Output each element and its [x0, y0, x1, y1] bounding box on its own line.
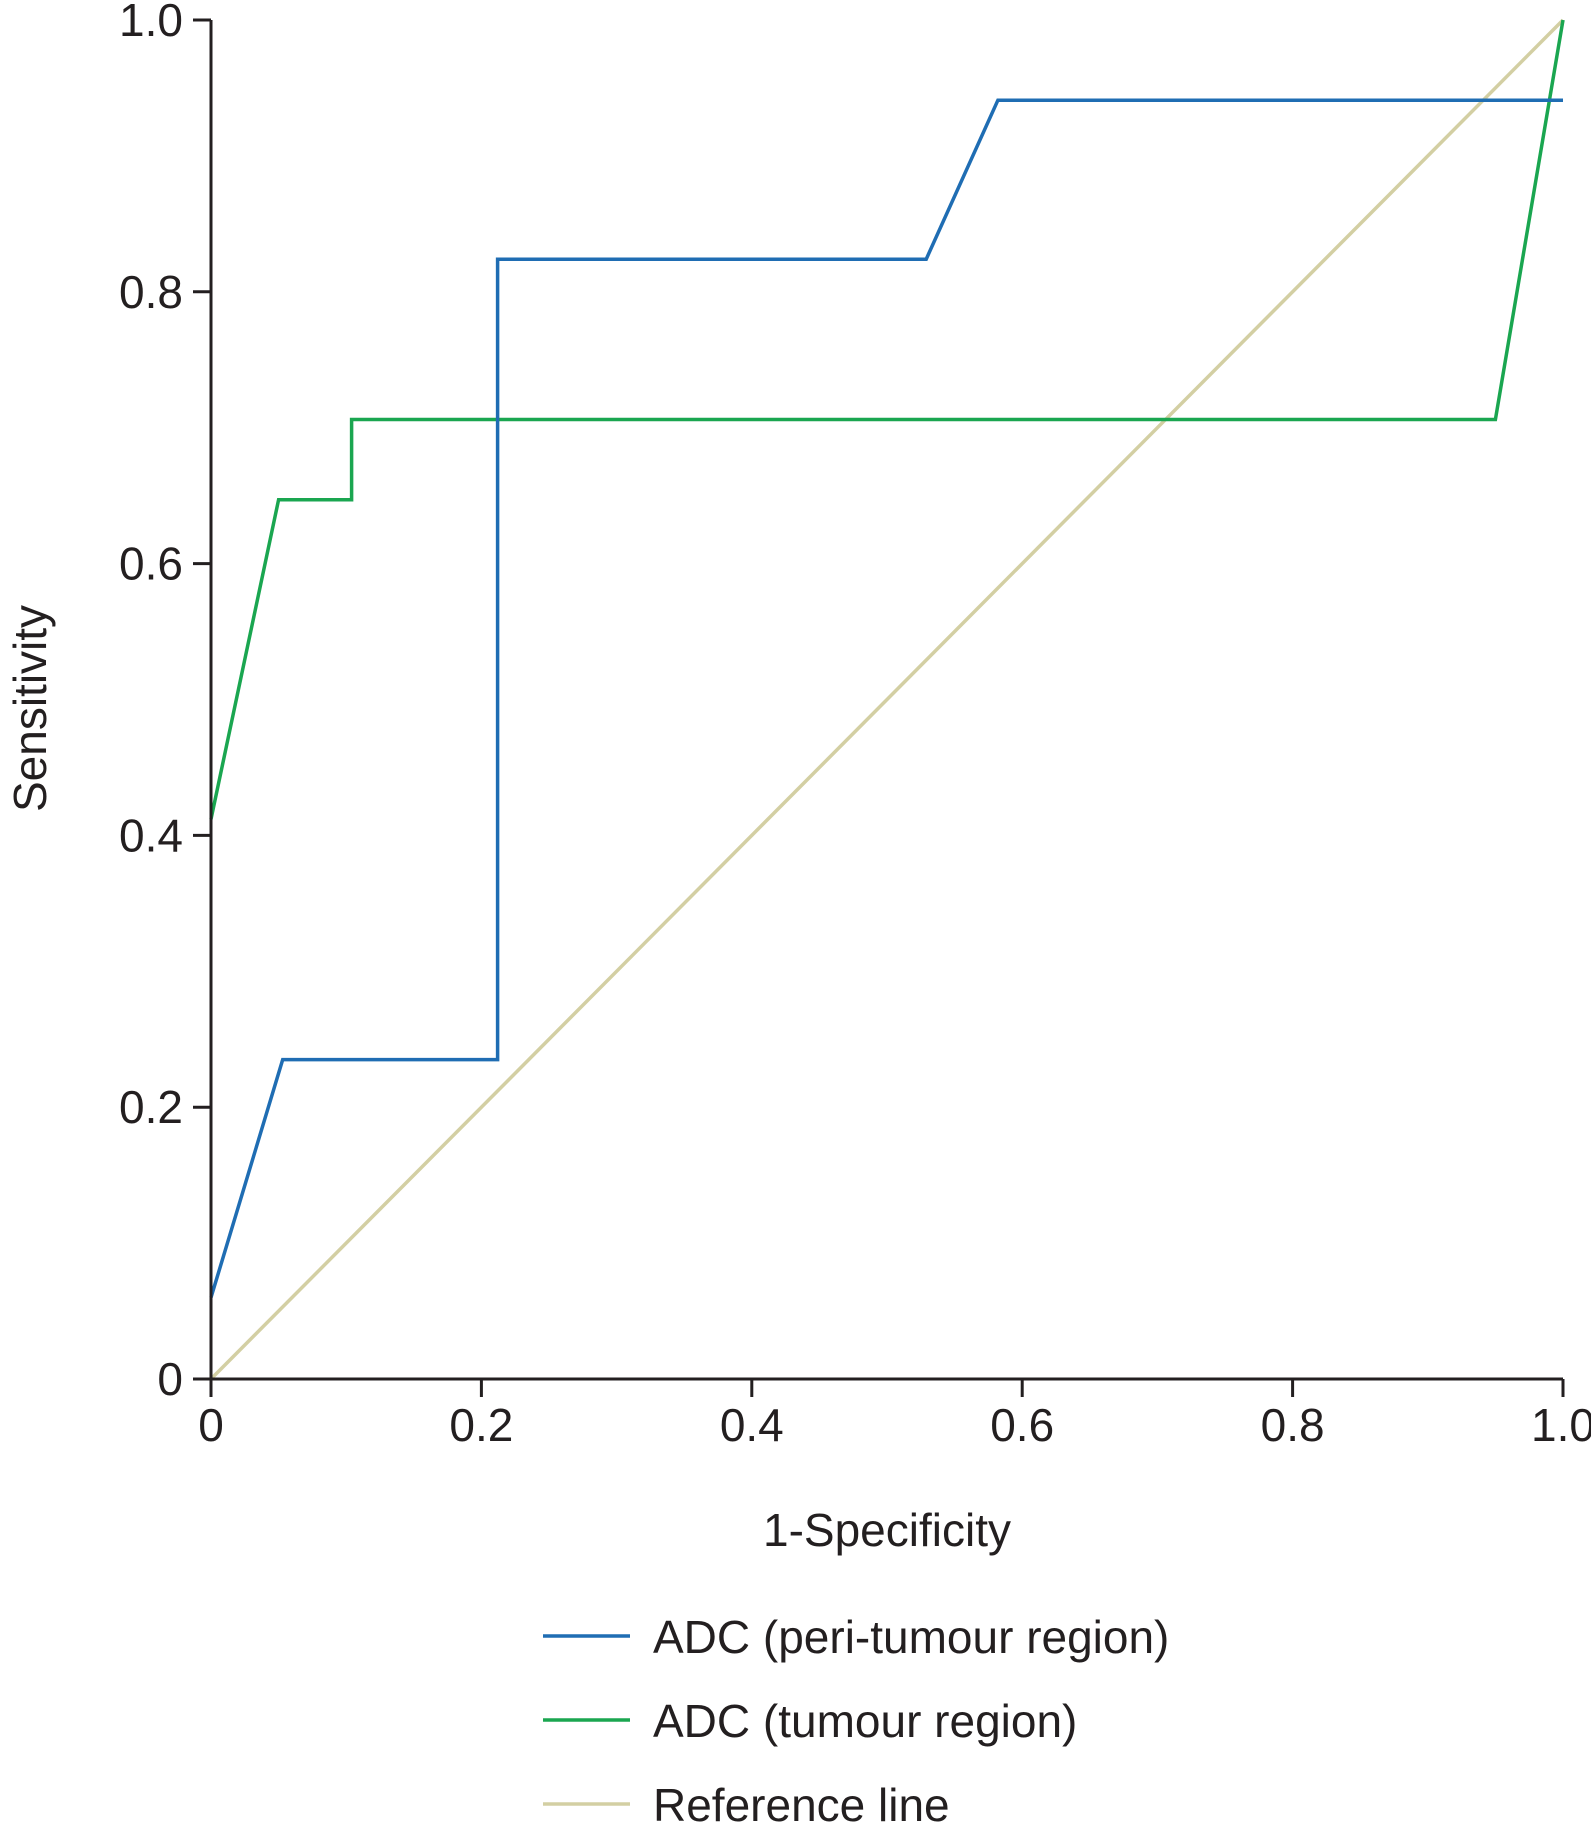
- legend-item-0: ADC (peri-tumour region): [543, 1611, 1169, 1663]
- x-tick-label: 0: [198, 1399, 224, 1451]
- series-line-1: [209, 19, 1565, 820]
- y-tick-label: 1.0: [119, 0, 183, 46]
- y-tick-label: 0.4: [119, 809, 183, 861]
- y-tick-label: 0.6: [119, 538, 183, 590]
- x-tick-label: 0.8: [1261, 1399, 1325, 1451]
- legend-label: ADC (tumour region): [653, 1695, 1077, 1747]
- x-tick-label: 0.2: [449, 1399, 513, 1451]
- y-axis-title: Sensitivity: [4, 605, 56, 812]
- plot-lines: [209, 18, 1565, 1381]
- series-line-0: [209, 98, 1563, 1299]
- x-tick-label: 0.4: [720, 1399, 784, 1451]
- legend-label: ADC (peri-tumour region): [653, 1611, 1169, 1663]
- x-tick-label: 0.6: [990, 1399, 1054, 1451]
- legend-item-1: ADC (tumour region): [543, 1695, 1077, 1747]
- x-axis-title: 1-Specificity: [763, 1504, 1011, 1556]
- y-tick-label: 0.8: [119, 266, 183, 318]
- x-tick-label: 1.0: [1531, 1399, 1591, 1451]
- legend: ADC (peri-tumour region) ADC (tumour regi…: [543, 1611, 1169, 1831]
- x-ticks: 0 0.2 0.4 0.6 0.8 1.0: [198, 1379, 1591, 1451]
- y-tick-label: 0.2: [119, 1081, 183, 1133]
- series-line-2: [209, 18, 1565, 1381]
- legend-label: Reference line: [653, 1779, 950, 1831]
- y-tick-label: 0: [157, 1353, 183, 1405]
- y-ticks: 0 0.2 0.4 0.6 0.8 1.0: [119, 0, 211, 1405]
- legend-item-2: Reference line: [543, 1779, 950, 1831]
